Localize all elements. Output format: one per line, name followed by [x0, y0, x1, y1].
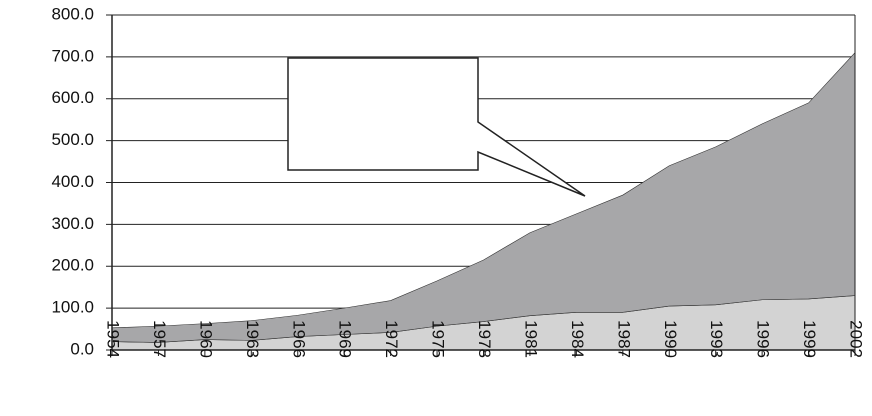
y-tick-label: 700.0	[51, 46, 94, 65]
x-tick-label: 1975	[429, 320, 448, 358]
x-tick-label: 1966	[289, 320, 308, 358]
x-tick-label: 1999	[800, 320, 819, 358]
x-tick-label: 1957	[150, 320, 169, 358]
y-tick-label: 500.0	[51, 130, 94, 149]
y-tick-label: 100.0	[51, 298, 94, 317]
y-tick-label: 400.0	[51, 172, 94, 191]
x-tick-label: 1993	[707, 320, 726, 358]
x-tick-label: 1972	[382, 320, 401, 358]
x-tick-label: 1990	[661, 320, 680, 358]
x-tick-label: 1969	[336, 320, 355, 358]
x-tick-label: 1963	[243, 320, 262, 358]
area	[111, 51, 856, 343]
callout-box	[287, 57, 586, 197]
y-tick-label: 200.0	[51, 256, 94, 275]
y-tick-label: 300.0	[51, 214, 94, 233]
x-tick-label: 1981	[521, 320, 540, 358]
x-tick-label: 1978	[475, 320, 494, 358]
x-tick-label: 2002	[847, 320, 866, 358]
axes: 0.0 100.0 200.0 300.0 400.0 500.0 600.0 700.0 80…	[51, 4, 865, 358]
x-tick-label: 1996	[754, 320, 773, 358]
x-tick-label: 1960	[196, 320, 215, 358]
y-tick-label: 600.0	[51, 88, 94, 107]
areas	[111, 51, 856, 351]
y-tick-label: 800.0	[51, 4, 94, 23]
x-tick-label: 1987	[614, 320, 633, 358]
y-tick-label: 0.0	[70, 339, 94, 358]
x-tick-label: 1984	[568, 320, 587, 358]
x-tick-label: 1954	[104, 320, 123, 358]
